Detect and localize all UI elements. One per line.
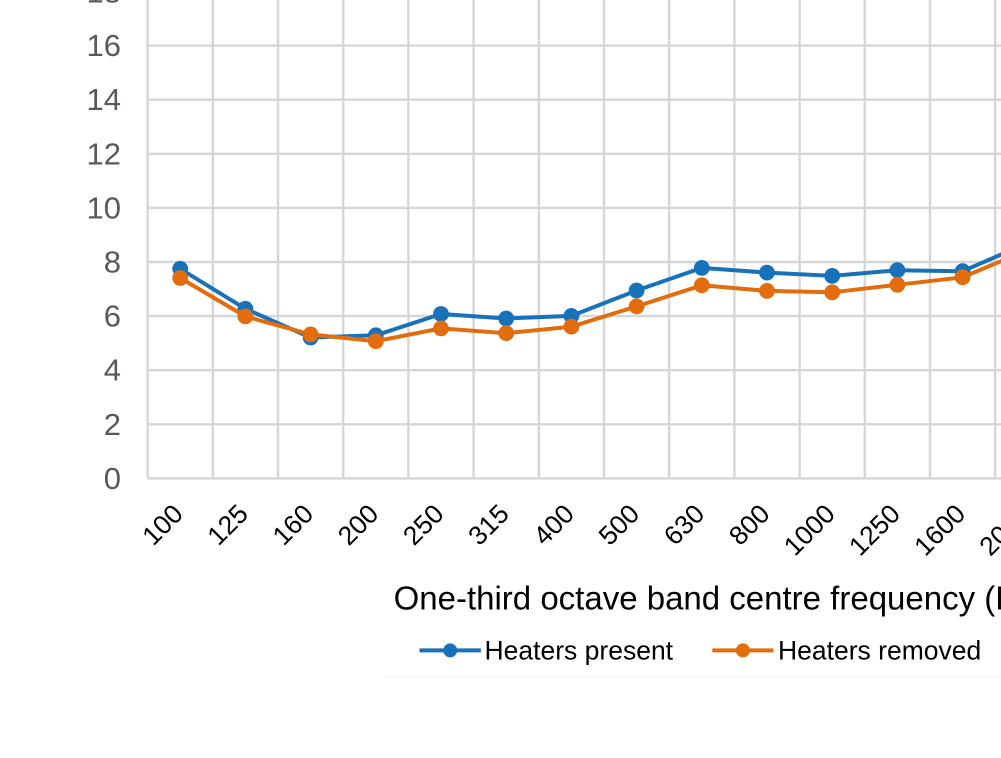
svg-text:2: 2 <box>104 407 121 442</box>
svg-text:6: 6 <box>104 299 121 334</box>
svg-text:10: 10 <box>87 190 121 225</box>
svg-text:12: 12 <box>87 136 121 171</box>
svg-text:4: 4 <box>104 353 121 388</box>
svg-text:8: 8 <box>104 245 121 280</box>
svg-text:Heaters removed: Heaters removed <box>778 635 981 665</box>
svg-text:14: 14 <box>87 82 121 117</box>
svg-text:0: 0 <box>104 461 121 496</box>
svg-text:16: 16 <box>87 28 121 63</box>
svg-text:18: 18 <box>87 0 121 10</box>
svg-text:Heaters present: Heaters present <box>485 635 674 665</box>
svg-text:One-third octave band centre f: One-third octave band centre frequency (… <box>394 580 1001 617</box>
